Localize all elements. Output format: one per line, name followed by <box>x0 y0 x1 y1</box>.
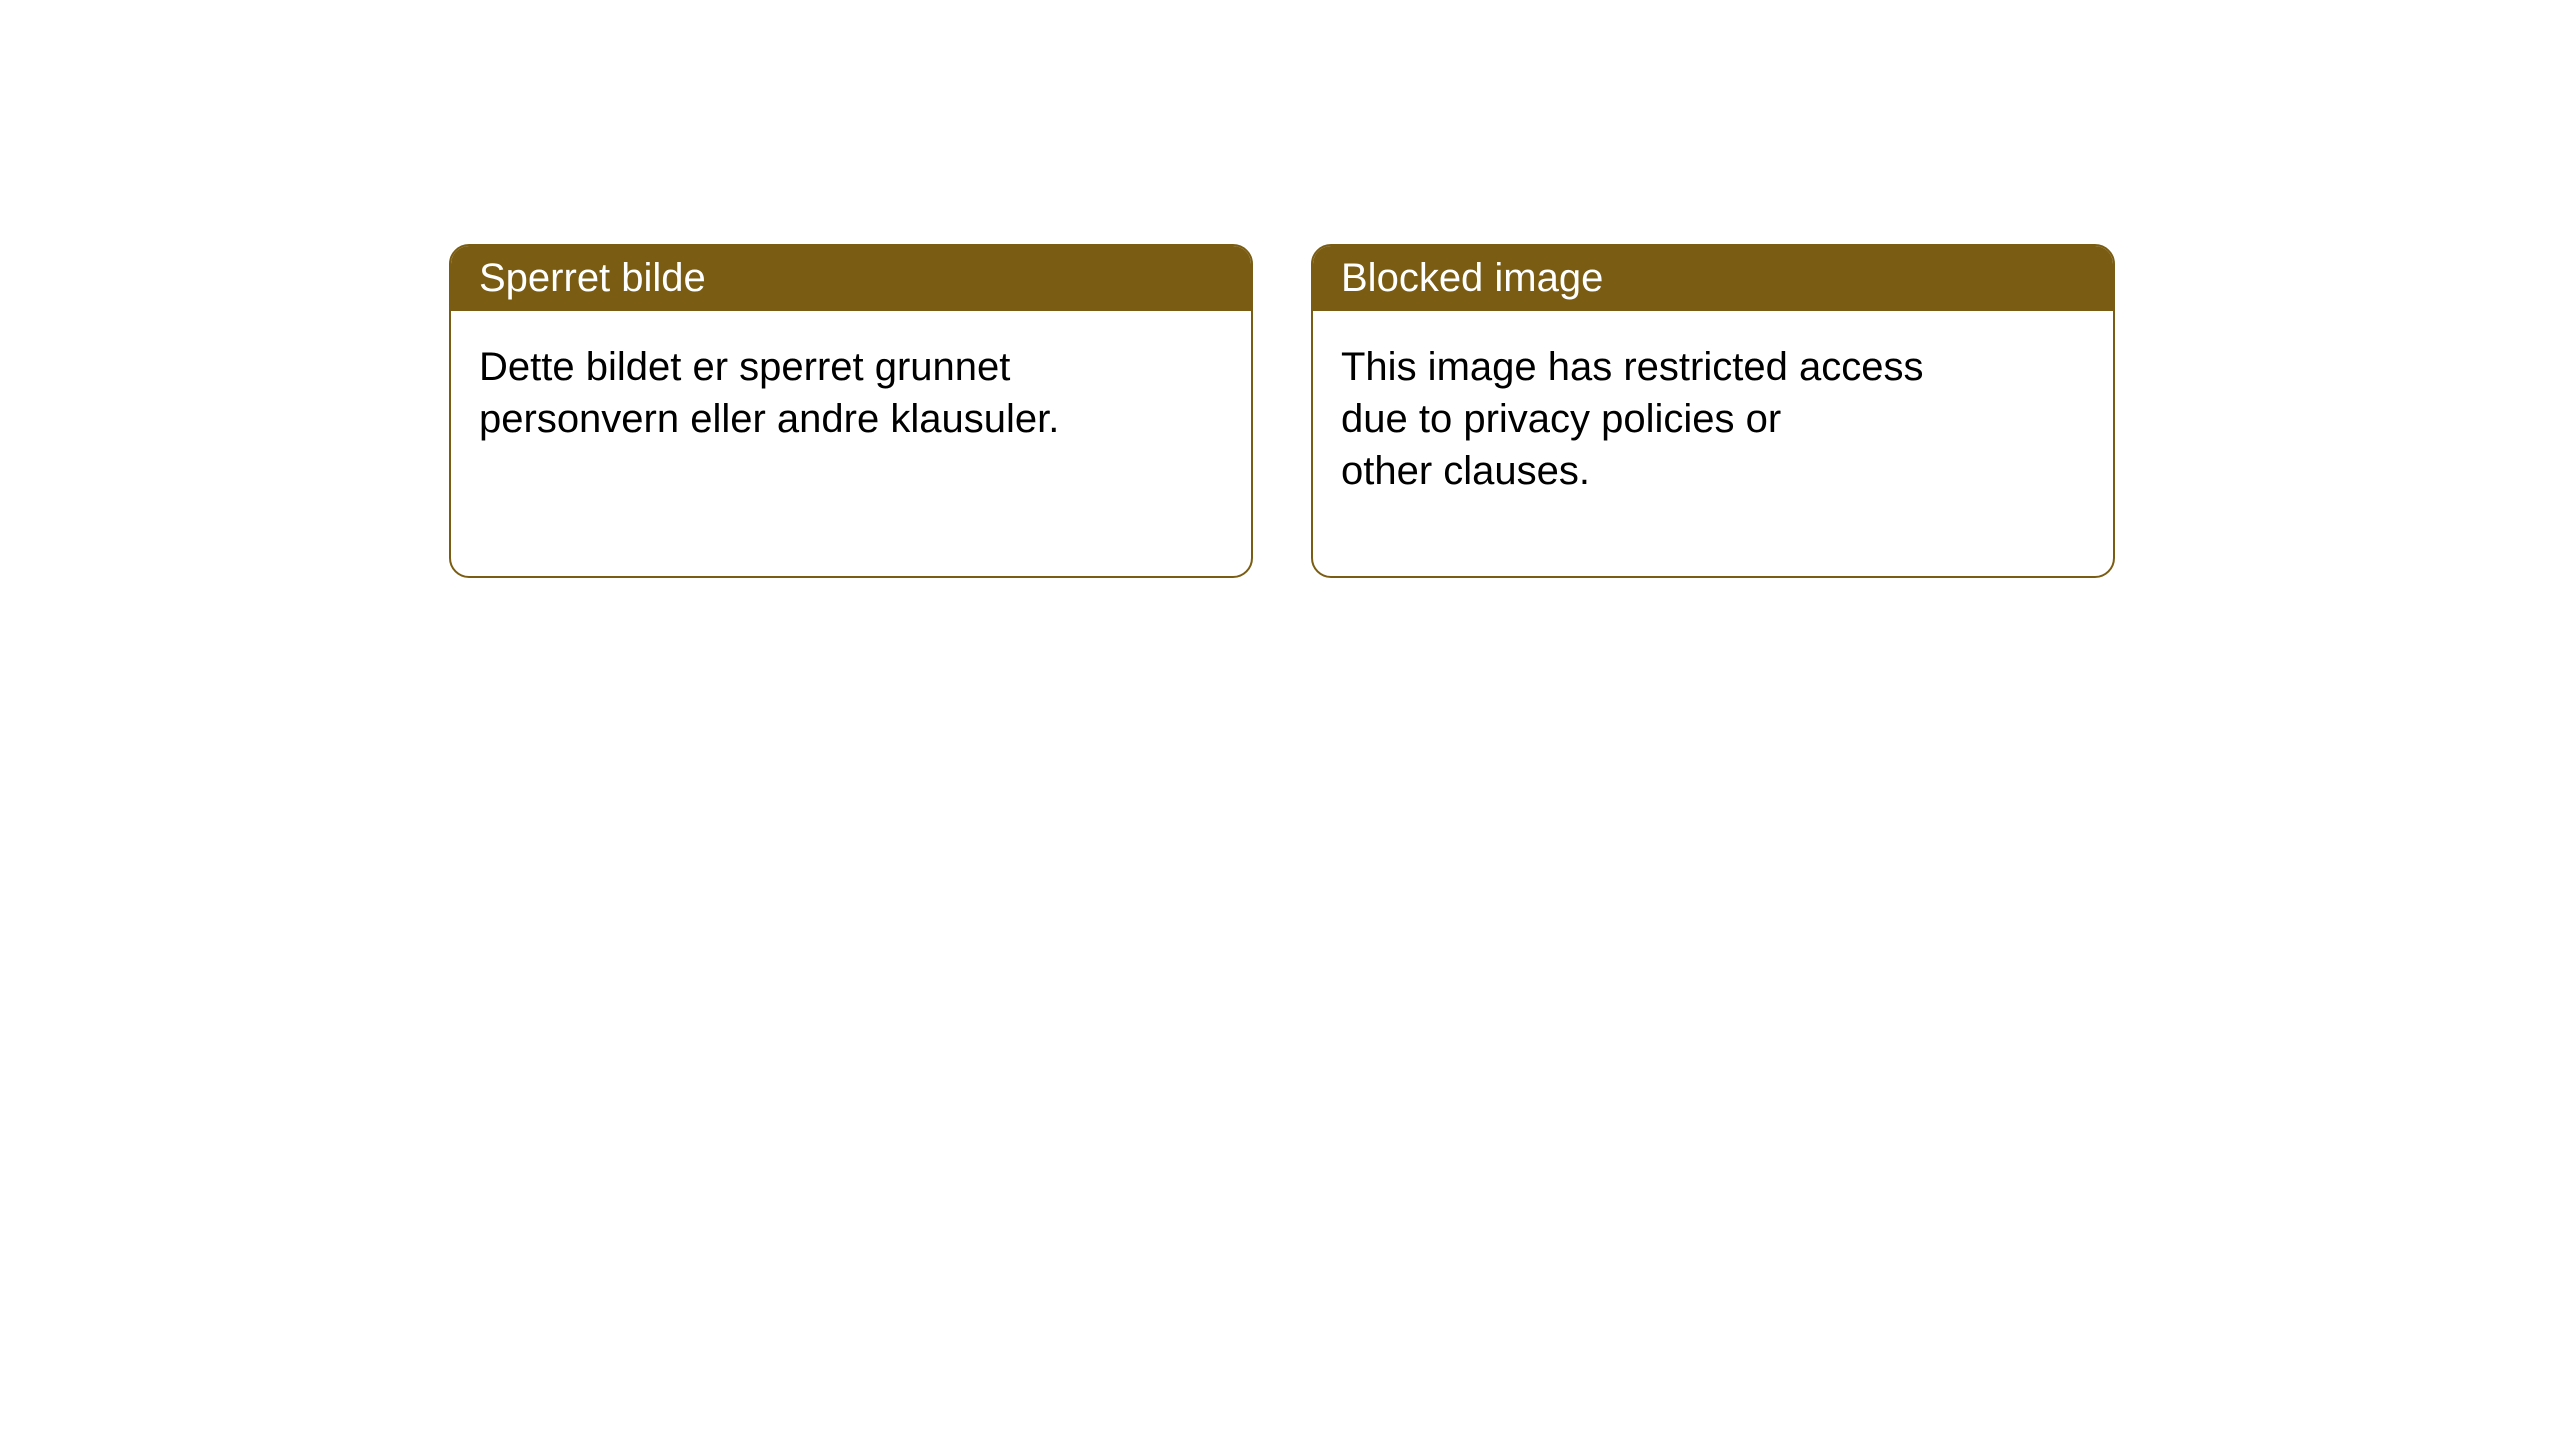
notice-header-english: Blocked image <box>1313 246 2113 311</box>
notice-title-norwegian: Sperret bilde <box>479 256 706 300</box>
notice-card-english: Blocked image This image has restricted … <box>1311 244 2115 578</box>
notice-body-english: This image has restricted access due to … <box>1313 311 2113 527</box>
notice-container: Sperret bilde Dette bildet er sperret gr… <box>449 244 2115 578</box>
notice-title-english: Blocked image <box>1341 256 1603 300</box>
notice-card-norwegian: Sperret bilde Dette bildet er sperret gr… <box>449 244 1253 578</box>
notice-header-norwegian: Sperret bilde <box>451 246 1251 311</box>
notice-body-norwegian: Dette bildet er sperret grunnet personve… <box>451 311 1251 475</box>
